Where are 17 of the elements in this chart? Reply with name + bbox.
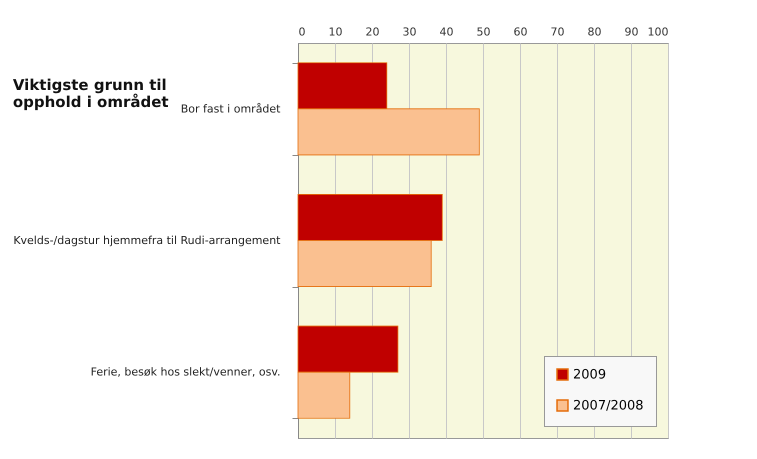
x-tick-label: 0	[298, 26, 306, 38]
x-tick-label: 60	[514, 26, 528, 38]
x-tick-label: 90	[624, 26, 638, 38]
x-tick-label: 50	[476, 26, 490, 38]
x-tick-label: 20	[366, 26, 380, 38]
y-tick-label: Ferie, besøk hos slekt/venner, osv.	[90, 366, 280, 379]
x-tick-label: 70	[550, 26, 564, 38]
y-tick-label: Kvelds-/dagstur hjemmefra til Rudi-arrangement	[13, 234, 282, 247]
x-tick-label: 10	[328, 26, 342, 38]
legend-label: 2007/2008	[573, 398, 644, 414]
x-tick-label: 100	[648, 26, 668, 38]
x-tick-label: 40	[440, 26, 454, 38]
y-tick-label: Bor fast i området	[180, 102, 282, 116]
x-tick-label: 30	[402, 26, 416, 38]
x-tick-label: 80	[588, 26, 602, 38]
text: Viktigste grunn til opphold i området	[12, 76, 169, 111]
legend-label: 2009	[573, 368, 606, 382]
